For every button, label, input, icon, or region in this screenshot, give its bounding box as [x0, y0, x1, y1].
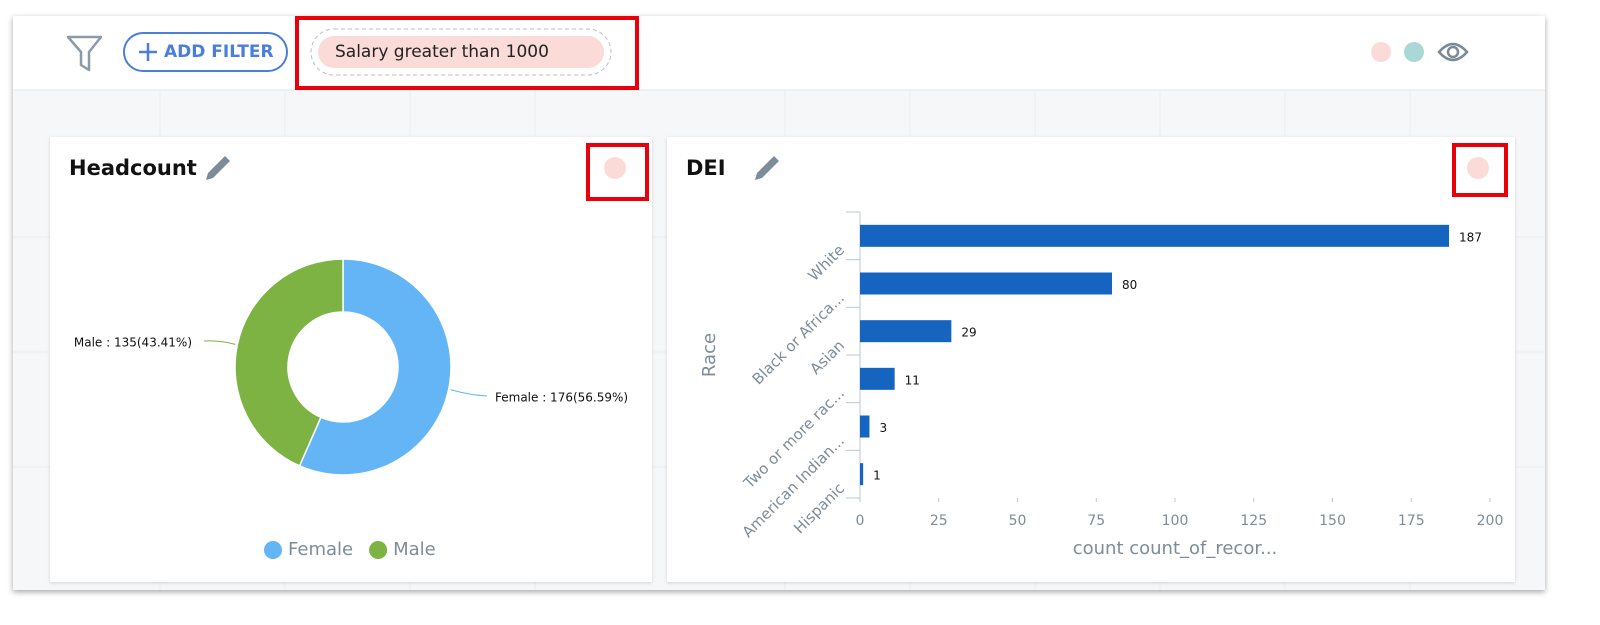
- legend-label: Female: [288, 539, 353, 560]
- bar: [860, 415, 870, 438]
- bar: [860, 224, 1450, 247]
- edit-icon[interactable]: [755, 156, 779, 180]
- card: [667, 137, 1515, 582]
- highlight-box: [295, 16, 639, 90]
- filter-chip[interactable]: [318, 36, 604, 68]
- filter-chip-label: Salary greater than 1000: [335, 42, 549, 62]
- x-tick-label: 125: [1240, 513, 1267, 529]
- plus-icon: [139, 43, 157, 61]
- eye-icon[interactable]: [1437, 42, 1469, 62]
- card-dot[interactable]: [604, 157, 626, 179]
- data-label: Female : 176(56.59%): [495, 391, 628, 405]
- highlight-box: [586, 143, 649, 201]
- x-axis-label: count count_of_recor...: [1073, 538, 1278, 559]
- legend-label: Male: [393, 539, 436, 560]
- x-tick-label: 200: [1477, 513, 1504, 529]
- add-filter-button[interactable]: [123, 32, 288, 72]
- leader-line: [203, 340, 236, 345]
- card-title: DEI: [686, 156, 726, 180]
- data-label: 1: [873, 469, 881, 483]
- card-dot[interactable]: [1467, 157, 1489, 179]
- x-tick-label: 150: [1319, 513, 1346, 529]
- legend-swatch: [264, 541, 282, 559]
- status-dot[interactable]: [1404, 42, 1424, 62]
- card: [50, 137, 652, 582]
- status-dot[interactable]: [1371, 42, 1391, 62]
- data-label: 187: [1459, 230, 1482, 244]
- x-tick-label: 100: [1162, 513, 1189, 529]
- donut-slice: [234, 258, 344, 467]
- x-tick-label: 175: [1398, 513, 1425, 529]
- donut-slice: [298, 258, 452, 476]
- bar: [860, 272, 1112, 295]
- data-label: 11: [905, 373, 920, 387]
- x-tick-label: 50: [1009, 513, 1027, 529]
- highlight-box: [1452, 143, 1508, 197]
- filter-icon[interactable]: [66, 35, 103, 72]
- bar: [860, 367, 895, 390]
- data-label: 80: [1122, 278, 1137, 292]
- add-filter-label: ADD FILTER: [164, 42, 274, 62]
- x-tick-label: 75: [1087, 513, 1105, 529]
- bar: [860, 320, 952, 343]
- x-tick-label: 25: [930, 513, 948, 529]
- x-tick-label: 0: [856, 513, 865, 529]
- bar: [860, 463, 864, 486]
- data-label: 3: [879, 421, 887, 435]
- leader-line: [450, 389, 488, 397]
- edit-icon[interactable]: [206, 156, 230, 180]
- data-label: 29: [961, 326, 976, 340]
- data-label: Male : 135(43.41%): [74, 336, 192, 350]
- y-axis-label: Race: [699, 333, 720, 377]
- card-title: Headcount: [69, 156, 197, 180]
- legend-swatch: [369, 541, 388, 559]
- filter-chip-outline: [310, 28, 612, 76]
